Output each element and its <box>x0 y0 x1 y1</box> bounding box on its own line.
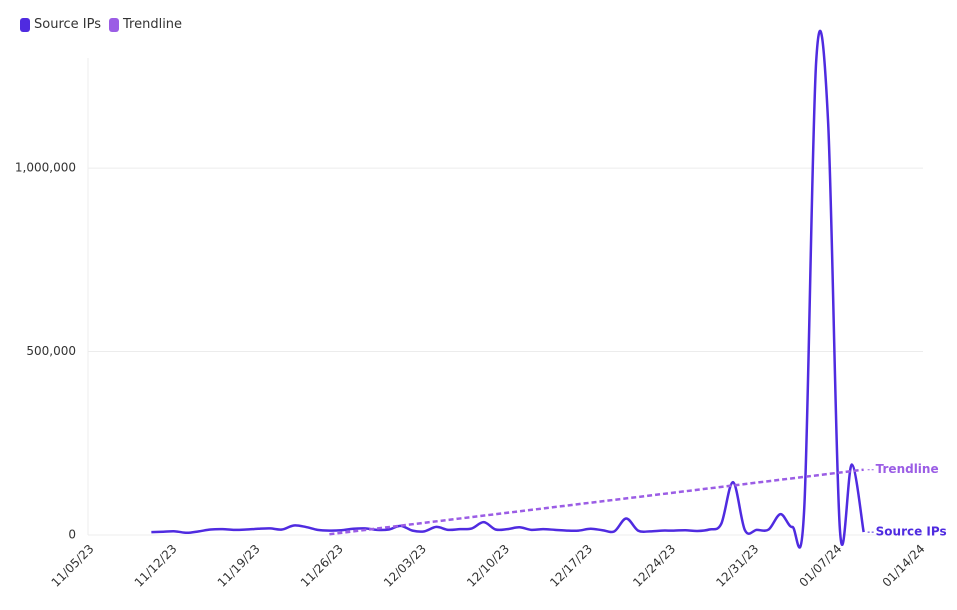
legend-item[interactable]: Trendline <box>109 17 182 32</box>
x-tick-label: 01/14/24 <box>880 542 928 590</box>
y-tick-label: 500,000 <box>26 344 76 358</box>
y-tick-label: 1,000,000 <box>15 161 76 175</box>
x-tick-label: 12/10/23 <box>464 542 512 590</box>
end-label: Trendline <box>876 462 939 476</box>
x-tick-label: 12/24/23 <box>630 542 678 590</box>
x-tick-label: 12/03/23 <box>381 542 429 590</box>
x-tick-label: 12/17/23 <box>547 542 595 590</box>
end-label: Source IPs <box>876 525 947 539</box>
trendline <box>329 468 864 536</box>
x-tick-label: 11/19/23 <box>215 542 263 590</box>
legend-label: Source IPs <box>34 17 101 32</box>
legend: Source IPs Trendline <box>20 17 182 32</box>
legend-swatch <box>20 17 30 32</box>
x-tick-label: 11/26/23 <box>298 542 346 590</box>
x-tick-label: 12/31/23 <box>713 542 761 590</box>
legend-label: Trendline <box>123 17 183 32</box>
y-tick-label: 0 <box>68 528 76 542</box>
x-tick-label: 01/07/24 <box>796 542 844 590</box>
series-line <box>151 29 865 549</box>
x-tick-label: 11/05/23 <box>49 542 97 590</box>
legend-item[interactable]: Source IPs <box>20 17 101 32</box>
legend-swatch <box>109 17 119 32</box>
x-tick-label: 11/12/23 <box>132 542 180 590</box>
